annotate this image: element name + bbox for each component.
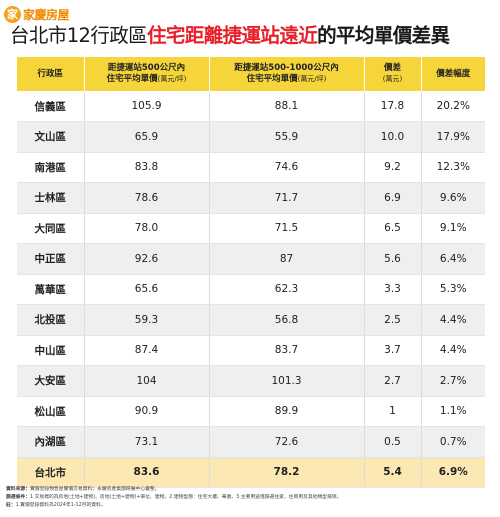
cell-diff: 9.2: [364, 152, 422, 183]
cell-district: 台北市: [17, 457, 85, 488]
cell-far: 71.5: [209, 213, 365, 244]
cell-district: 信義區: [17, 91, 85, 122]
table-row: 文山區 65.9 55.9 10.0 17.9%: [17, 121, 485, 153]
cell-far: 83.7: [209, 335, 365, 366]
cell-district: 士林區: [17, 182, 85, 214]
cell-far: 87: [209, 243, 365, 275]
cell-near: 83.8: [84, 152, 210, 183]
brand-logo: 家 家慶房屋: [4, 3, 70, 25]
note-remark: 註：1.實價登錄資料為2024年1-12月的資料。: [6, 503, 106, 508]
header-near-price: 距捷運站500公尺內 住宅平均單價(萬元/坪): [84, 57, 210, 91]
cell-pct: 6.4%: [421, 243, 485, 275]
table-row-total: 台北市 83.6 78.2 5.4 6.9%: [17, 457, 485, 488]
table-row: 南港區 83.8 74.6 9.2 12.3%: [17, 152, 485, 183]
table-row: 中山區 87.4 83.7 3.7 4.4%: [17, 335, 485, 366]
cell-diff: 2.7: [364, 365, 422, 397]
cell-far: 88.1: [209, 91, 365, 122]
cell-near: 65.9: [84, 121, 210, 153]
cell-district: 萬華區: [17, 274, 85, 305]
cell-pct: 20.2%: [421, 91, 485, 122]
cell-district: 文山區: [17, 121, 85, 153]
cell-district: 大同區: [17, 213, 85, 244]
table-header-row: 行政區 距捷運站500公尺內 住宅平均單價(萬元/坪) 距捷運站500-1000…: [17, 57, 485, 91]
cell-far: 78.2: [209, 457, 365, 488]
table-row: 信義區 105.9 88.1 17.8 20.2%: [17, 91, 485, 122]
cell-near: 105.9: [84, 91, 210, 122]
table-row: 松山區 90.9 89.9 1 1.1%: [17, 396, 485, 427]
cell-pct: 9.6%: [421, 182, 485, 214]
cell-district: 北投區: [17, 304, 85, 336]
cell-district: 內湖區: [17, 426, 85, 458]
cell-near: 90.9: [84, 396, 210, 427]
cell-diff: 0.5: [364, 426, 422, 458]
title-part2: 的平均單價差異: [317, 24, 450, 47]
cell-diff: 5.4: [364, 457, 422, 488]
cell-district: 大安區: [17, 365, 85, 397]
table-row: 萬華區 65.6 62.3 3.3 5.3%: [17, 274, 485, 305]
cell-pct: 9.1%: [421, 213, 485, 244]
table-row: 北投區 59.3 56.8 2.5 4.4%: [17, 304, 485, 336]
table-row: 大同區 78.0 71.5 6.5 9.1%: [17, 213, 485, 244]
header-diff: 價差 (萬元): [364, 57, 422, 91]
cell-far: 72.6: [209, 426, 365, 458]
table-row: 內湖區 73.1 72.6 0.5 0.7%: [17, 426, 485, 458]
cell-diff: 10.0: [364, 121, 422, 153]
cell-district: 松山區: [17, 396, 85, 427]
cell-far: 71.7: [209, 182, 365, 214]
cell-near: 65.6: [84, 274, 210, 305]
price-table: 行政區 距捷運站500公尺內 住宅平均單價(萬元/坪) 距捷運站500-1000…: [17, 57, 485, 488]
header-district: 行政區: [17, 57, 85, 91]
cell-diff: 17.8: [364, 91, 422, 122]
header-pct: 價差幅度: [421, 57, 485, 91]
cell-near: 92.6: [84, 243, 210, 275]
cell-far: 62.3: [209, 274, 365, 305]
cell-pct: 12.3%: [421, 152, 485, 183]
cell-district: 中正區: [17, 243, 85, 275]
cell-pct: 5.3%: [421, 274, 485, 305]
cell-near: 59.3: [84, 304, 210, 336]
table-row: 大安區 104 101.3 2.7 2.7%: [17, 365, 485, 397]
footnotes: 資料來源：實價登錄預售屋實價交易資料；永慶房產集團研展中心彙整。 篩選條件：1.…: [6, 486, 496, 510]
cell-pct: 6.9%: [421, 457, 485, 488]
cell-far: 101.3: [209, 365, 365, 397]
brand-name: 家慶房屋: [23, 7, 70, 22]
cell-diff: 2.5: [364, 304, 422, 336]
title-highlight: 住宅距離捷運站遠近: [147, 24, 318, 47]
cell-diff: 3.7: [364, 335, 422, 366]
cell-diff: 6.5: [364, 213, 422, 244]
cell-pct: 1.1%: [421, 396, 485, 427]
cell-district: 中山區: [17, 335, 85, 366]
cell-diff: 3.3: [364, 274, 422, 305]
cell-near: 78.0: [84, 213, 210, 244]
cell-pct: 4.4%: [421, 304, 485, 336]
cell-near: 73.1: [84, 426, 210, 458]
cell-far: 56.8: [209, 304, 365, 336]
cell-pct: 4.4%: [421, 335, 485, 366]
cell-far: 74.6: [209, 152, 365, 183]
note-filter: 篩選條件：1.交易標的為房地(土地+建物)、房地(土地+建物)+車位、建物。2.…: [6, 495, 342, 500]
brand-badge-icon: 家: [4, 5, 21, 23]
cell-near: 83.6: [84, 457, 210, 488]
cell-district: 南港區: [17, 152, 85, 183]
note-source: 資料來源：實價登錄預售屋實價交易資料；永慶房產集團研展中心彙整。: [6, 487, 160, 492]
table-row: 中正區 92.6 87 5.6 6.4%: [17, 243, 485, 275]
cell-near: 104: [84, 365, 210, 397]
title-part1: 台北市12行政區: [10, 24, 148, 47]
cell-diff: 5.6: [364, 243, 422, 275]
page-title: 台北市12行政區住宅距離捷運站遠近的平均單價差異: [10, 24, 494, 48]
table-body: 信義區 105.9 88.1 17.8 20.2% 文山區 65.9 55.9 10.0 17.9…: [17, 91, 485, 488]
cell-pct: 17.9%: [421, 121, 485, 153]
cell-far: 89.9: [209, 396, 365, 427]
cell-pct: 2.7%: [421, 365, 485, 397]
cell-near: 87.4: [84, 335, 210, 366]
cell-near: 78.6: [84, 182, 210, 214]
cell-far: 55.9: [209, 121, 365, 153]
table-row: 士林區 78.6 71.7 6.9 9.6%: [17, 182, 485, 214]
header-far-price: 距捷運站500-1000公尺內 住宅平均單價(萬元/坪): [209, 57, 365, 91]
cell-diff: 1: [364, 396, 422, 427]
cell-diff: 6.9: [364, 182, 422, 214]
cell-pct: 0.7%: [421, 426, 485, 458]
